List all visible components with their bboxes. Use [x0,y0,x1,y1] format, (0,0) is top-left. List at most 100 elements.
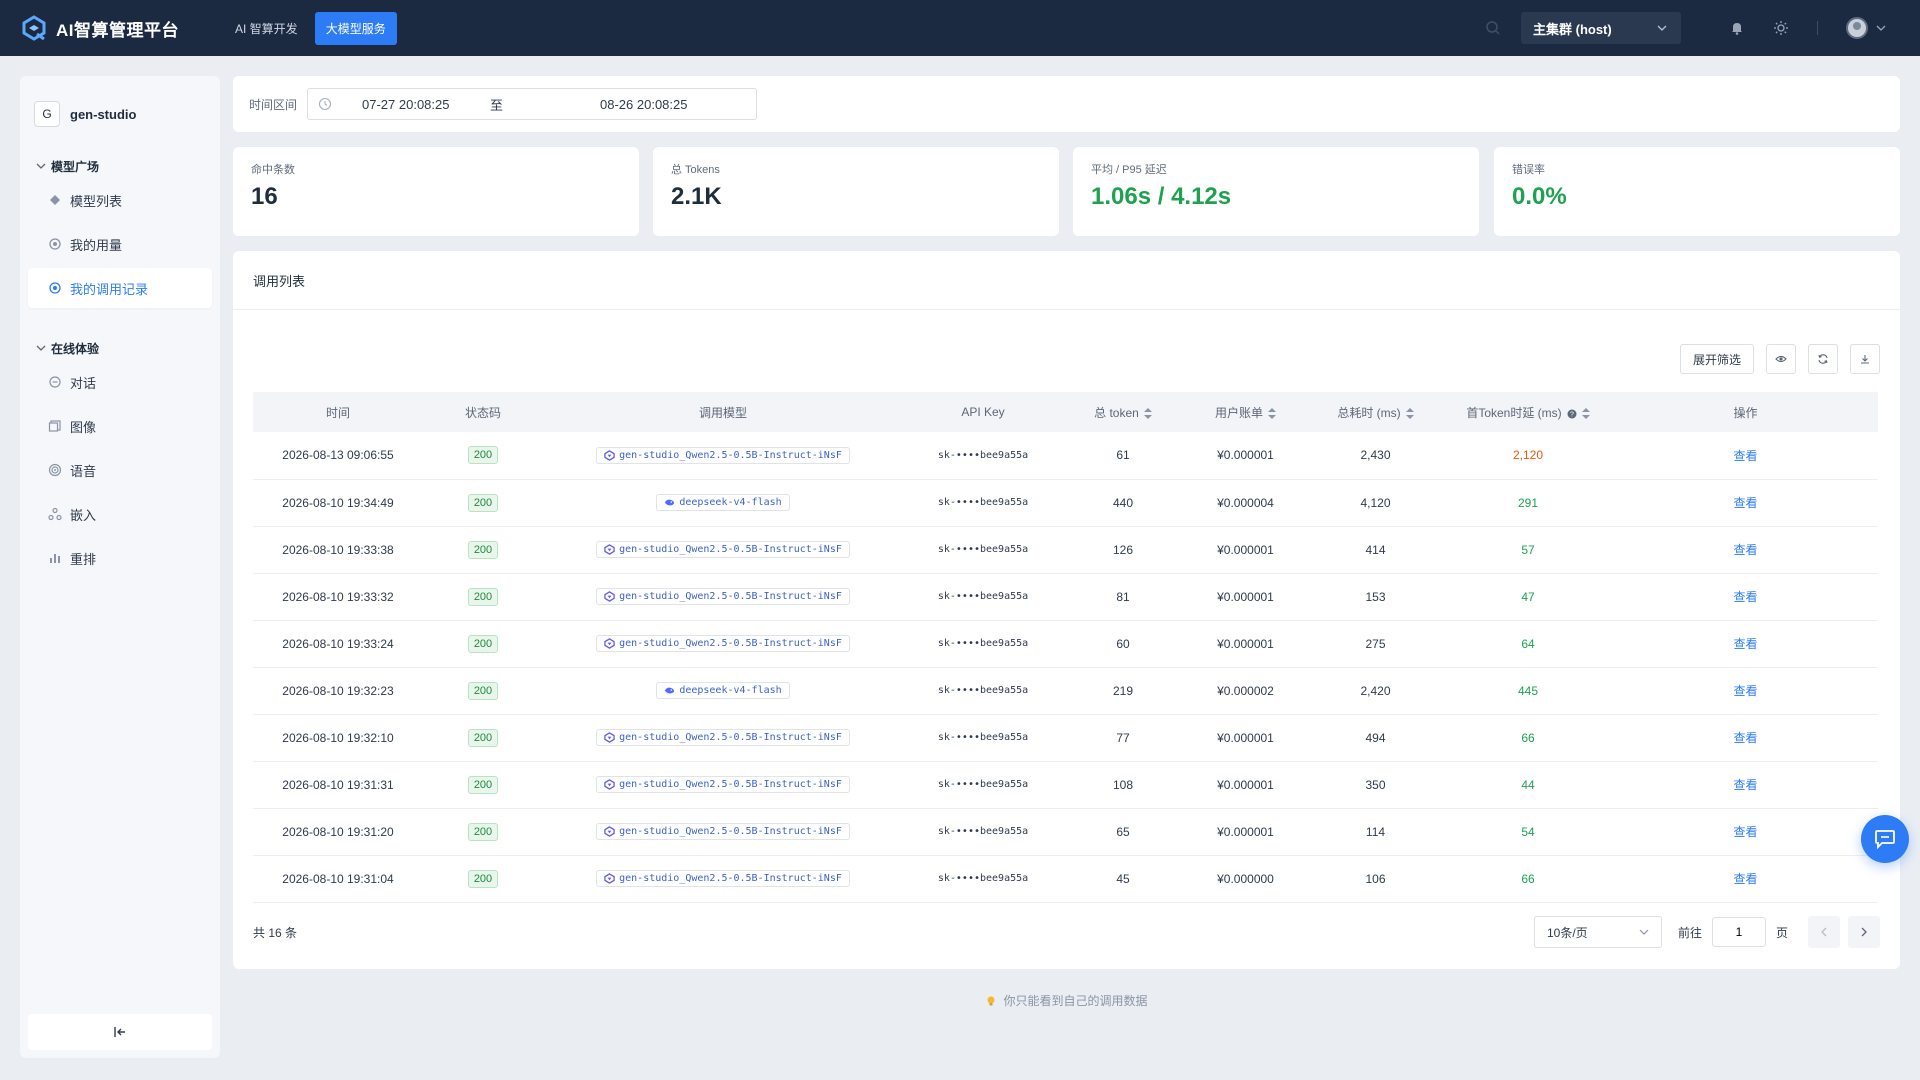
collapse-icon [114,1027,125,1037]
qwen-logo-icon [604,638,615,649]
cell-bill: ¥0.000002 [1217,683,1274,698]
sidebar-item-chat[interactable]: 对话 [28,362,212,402]
view-link[interactable]: 查看 [1733,684,1758,698]
col-ttft[interactable]: 首Token时延 (ms)? [1443,392,1613,432]
start-date[interactable]: 07-27 20:08:25 [362,96,450,112]
qwen-logo-icon [604,449,615,461]
logo[interactable]: AI智算管理平台 [20,14,210,42]
col-model: 调用模型 [698,405,747,420]
help-icon[interactable]: ? [1567,409,1577,419]
avatar[interactable] [1846,17,1868,39]
goto-page-input[interactable] [1711,917,1766,947]
qwen-logo-icon [604,779,615,790]
workspace-header[interactable]: G gen-studio [20,76,220,134]
view-link[interactable]: 查看 [1733,825,1758,839]
page-suffix: 页 [1775,925,1788,940]
date-range-picker[interactable]: 07-27 20:08:25 至 08-26 20:08:25 [307,88,758,120]
cell-model: gen-studio_Qwen2.5-0.5B-Instruct-iNsF [543,808,903,855]
nav-llm-service[interactable]: 大模型服务 [314,11,397,45]
model-tag[interactable]: deepseek-v4-flash [656,682,790,699]
view-link[interactable]: 查看 [1733,778,1758,792]
model-tag[interactable]: gen-studio_Qwen2.5-0.5B-Instruct-iNsF [596,588,850,605]
cell-bill: ¥0.000001 [1217,589,1274,604]
download-button[interactable] [1850,344,1880,374]
chevron-down-icon [1639,929,1649,935]
model-tag[interactable]: gen-studio_Qwen2.5-0.5B-Instruct-iNsF [596,729,850,746]
col-total-token[interactable]: 总 token [1063,392,1183,432]
cell-total-ms: 114 [1365,824,1386,839]
stat-card-hits: 命中条数 16 [233,147,639,236]
col-api-key: API Key [961,405,1005,419]
cell-ttft: 2,120 [1512,448,1544,463]
stat-value: 2.1K [671,183,722,210]
sidebar-item-label: 我的用量 [70,237,123,253]
cell-tokens: 77 [1116,730,1130,745]
list-title: 调用列表 [233,251,1900,310]
expand-filter-button[interactable]: 展开筛选 [1679,344,1754,374]
model-tag[interactable]: gen-studio_Qwen2.5-0.5B-Instruct-iNsF [596,776,850,793]
chevron-down-icon[interactable] [1876,23,1886,33]
filter-bar: 时间区间 07-27 20:08:25 至 08-26 20:08:25 [233,76,1900,132]
sidebar-item-model-list[interactable]: 模型列表 [28,180,212,220]
svg-text:?: ? [1570,411,1574,418]
col-total-ms[interactable]: 总耗时 (ms) [1308,392,1443,432]
view-link[interactable]: 查看 [1733,496,1758,510]
sidebar-item-embed[interactable]: 嵌入 [28,494,212,534]
sidebar-item-my-records[interactable]: 我的调用记录 [28,268,212,308]
bell-icon[interactable] [1729,20,1745,36]
end-date[interactable]: 08-26 20:08:25 [600,96,688,112]
goto-label: 前往 [1677,925,1702,940]
page-size-select[interactable]: 10条/页 [1533,916,1662,948]
model-name: deepseek-v4-flash [679,497,782,508]
next-page-button[interactable] [1848,916,1880,948]
sun-icon[interactable] [1773,20,1789,36]
status-badge: 200 [467,728,499,747]
col-bill[interactable]: 用户账单 [1183,392,1308,432]
cell-bill: ¥0.000000 [1217,871,1274,886]
cell-time: 2026-08-10 19:33:24 [282,636,394,651]
model-tag[interactable]: gen-studio_Qwen2.5-0.5B-Instruct-iNsF [596,823,850,840]
prev-page-button[interactable] [1808,916,1840,948]
cluster-select[interactable]: 主集群 (host) [1521,12,1681,44]
column-visibility-button[interactable] [1766,344,1796,374]
sidebar-item-image[interactable]: 图像 [28,406,212,446]
view-link[interactable]: 查看 [1733,731,1758,745]
stat-label: 命中条数 [251,164,295,176]
view-link[interactable]: 查看 [1733,543,1758,557]
search-icon[interactable] [1485,20,1501,36]
cell-time: 2026-08-10 19:32:10 [282,730,394,745]
view-link[interactable]: 查看 [1733,872,1758,886]
qwen-logo-icon [604,591,615,602]
cell-bill: ¥0.000001 [1217,542,1274,557]
cell-ttft: 291 [1517,495,1539,510]
chat-support-button[interactable] [1861,815,1909,863]
sidebar-item-label: 模型列表 [70,193,123,209]
model-tag[interactable]: gen-studio_Qwen2.5-0.5B-Instruct-iNsF [596,446,850,464]
sidebar-group-online-trial[interactable]: 在线体验 [20,338,220,358]
top-bar: AI智算管理平台 AI 智算开发 大模型服务 主集群 (host) [0,0,1920,56]
collapse-sidebar-button[interactable] [28,1014,212,1050]
cell-tokens: 65 [1116,824,1130,839]
chevron-down-icon [36,345,46,351]
refresh-button[interactable] [1808,344,1838,374]
table-header: 时间 状态码 调用模型 API Key 总 token 用户账单 总耗时 (ms… [253,392,1878,432]
cell-api-key: sk-••••bee9a55a [937,449,1029,461]
cell-api-key: sk-••••bee9a55a [937,732,1029,743]
view-link[interactable]: 查看 [1733,590,1758,604]
sidebar-item-audio[interactable]: 语音 [28,450,212,490]
workspace-name: gen-studio [70,106,137,122]
model-tag[interactable]: gen-studio_Qwen2.5-0.5B-Instruct-iNsF [596,541,850,558]
nav-ai-dev[interactable]: AI 智算开发 [235,21,298,36]
model-tag[interactable]: gen-studio_Qwen2.5-0.5B-Instruct-iNsF [596,635,850,652]
model-tag[interactable]: deepseek-v4-flash [656,494,790,511]
view-link[interactable]: 查看 [1733,448,1758,463]
model-name: gen-studio_Qwen2.5-0.5B-Instruct-iNsF [619,591,842,602]
sidebar-group-model-square[interactable]: 模型广场 [20,156,220,176]
model-tag[interactable]: gen-studio_Qwen2.5-0.5B-Instruct-iNsF [596,870,850,887]
sidebar-item-rerank[interactable]: 重排 [28,538,212,578]
sidebar-item-my-usage[interactable]: 我的用量 [28,224,212,264]
col-label: 首Token时延 (ms) [1466,405,1562,420]
view-link[interactable]: 查看 [1733,637,1758,651]
stat-value: 16 [251,183,278,210]
cell-status: 200 [423,479,543,526]
